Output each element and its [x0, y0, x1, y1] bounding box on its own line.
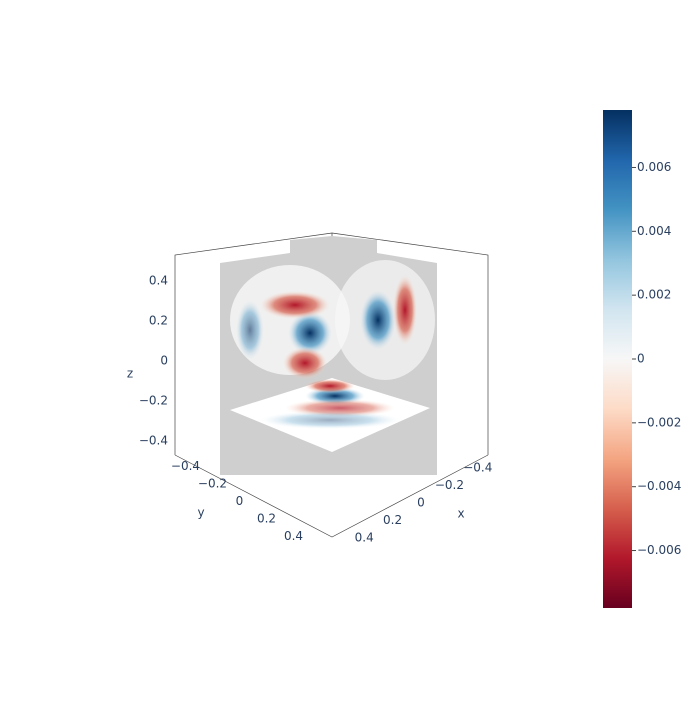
x-tick-label: 0 [417, 496, 425, 510]
colorbar-tick-label: 0 [637, 352, 645, 366]
box-edge [174, 454, 489, 538]
z-tick-label: 0.4 [149, 274, 168, 288]
colorbar-tick-label: −0.002 [637, 415, 681, 429]
x-axis-title: x [457, 507, 464, 521]
x-tick-label: −0.4 [463, 460, 492, 474]
x-tick-label: 0.2 [383, 513, 402, 527]
z-tick-label: 0 [160, 354, 168, 368]
slices [220, 236, 437, 475]
z-tick-label: −0.2 [139, 394, 168, 408]
pattern [305, 379, 355, 393]
y-tick-label: 0.4 [284, 529, 303, 543]
y-tick-label: −0.2 [198, 477, 227, 491]
y-tick-label: −0.4 [171, 459, 200, 473]
pattern [260, 411, 400, 429]
x-tick-label: 0.4 [355, 531, 374, 545]
pattern [288, 311, 332, 355]
z-axis-title: z [127, 367, 133, 381]
x-tick-label: −0.2 [435, 478, 464, 492]
z-tick-label: −0.4 [139, 434, 168, 448]
colorbar-tick-label: 0.004 [637, 224, 671, 238]
colorbar-tick-label: −0.006 [637, 543, 681, 557]
colorbar [603, 110, 632, 608]
pattern [260, 291, 330, 319]
z-tick-label: 0.2 [149, 314, 168, 328]
pattern [360, 290, 396, 350]
pattern [393, 275, 417, 345]
colorbar-tick-label: 0.006 [637, 160, 671, 174]
y-axis-title: y [197, 506, 204, 520]
colorbar-tick-label: 0.002 [637, 288, 671, 302]
y-tick-label: 0 [236, 494, 244, 508]
y-tick-label: 0.2 [257, 511, 276, 525]
pattern [236, 300, 264, 360]
pattern [283, 347, 327, 379]
colorbar-tick-label: −0.004 [637, 479, 681, 493]
